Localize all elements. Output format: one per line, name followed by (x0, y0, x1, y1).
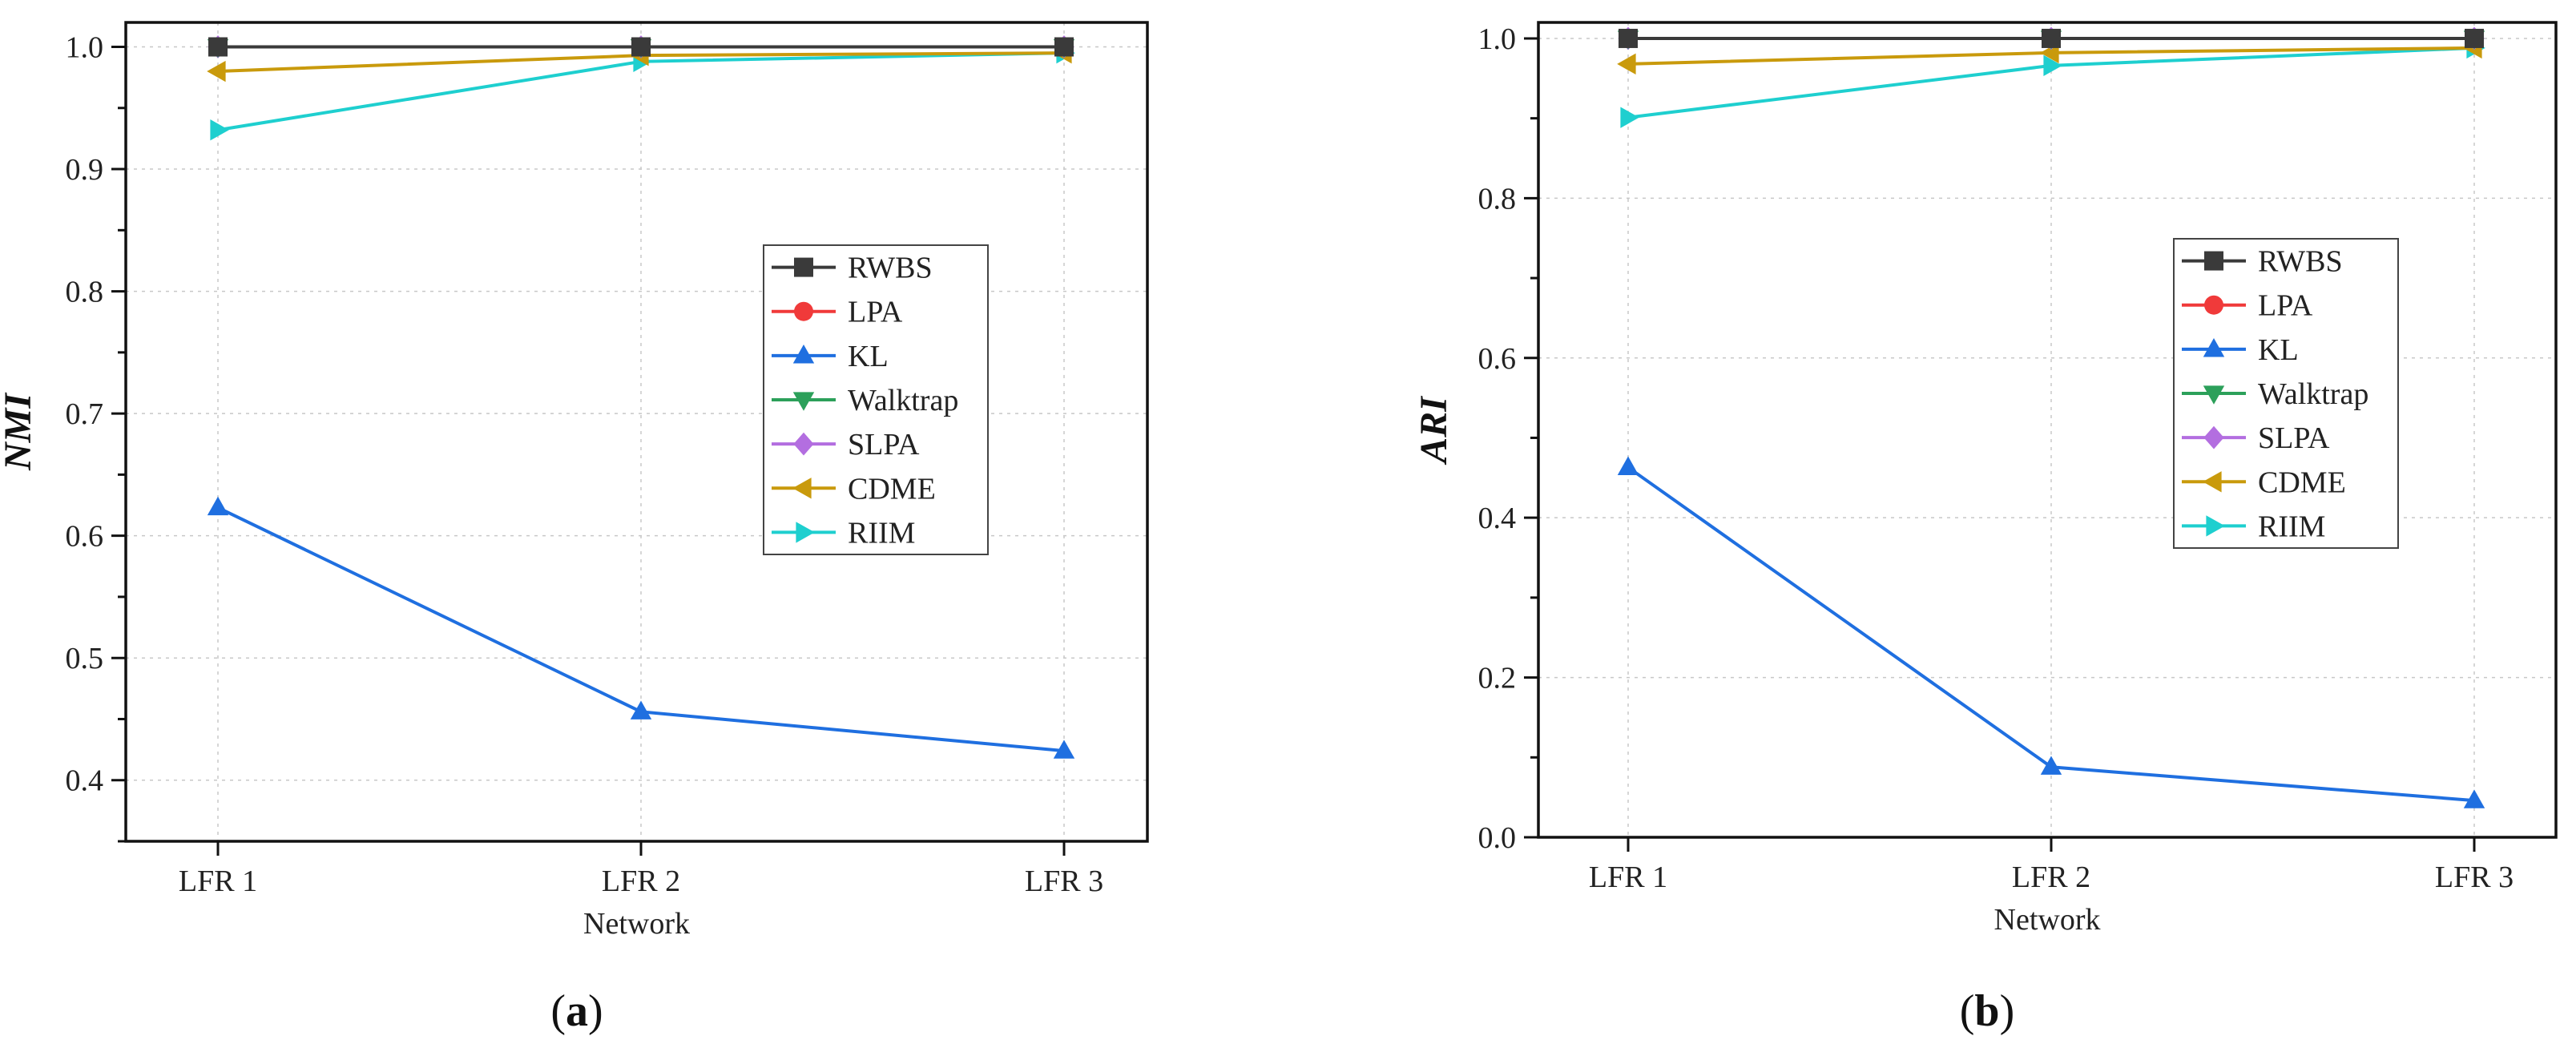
panel-b-point-kl (1617, 456, 1639, 475)
panel-a-legend-marker-rwbs (794, 257, 813, 277)
panel-b-legend-label: LPA (2258, 289, 2313, 323)
panel-b-point-rwbs (1619, 28, 1638, 48)
panel-a-legend-label: SLPA (848, 428, 920, 462)
panel-b-point-rwbs (2042, 28, 2061, 48)
panel-b-legend-label: Walktrap (2258, 377, 2368, 411)
panel-a-legend-label: Walktrap (848, 384, 958, 417)
panel-b-point-rwbs (2465, 28, 2484, 48)
panel-b-point-riim (2043, 54, 2062, 77)
panel-b-legend-marker-cdme (2203, 471, 2222, 493)
panel-b-y-tick-label: 0.4 (1478, 502, 1517, 535)
panel-a-label: (a) (550, 986, 603, 1036)
panel-a-nmi-chart: 0.4 0.5 0.6 0.7 0.8 0.9 1.0 LFR 1 LFR 2 LFR 3 Netw… (0, 21, 1149, 941)
panel-a-legend-label: LPA (848, 296, 903, 329)
panel-b-point-riim (1620, 107, 1639, 128)
panel-a-x-tick-label: LFR 1 (179, 865, 257, 898)
panel-a-legend-marker-walktrap (792, 392, 815, 411)
panel-b-legend-marker-rwbs (2204, 251, 2223, 271)
panel-b-x-axis-title: Network (1994, 903, 2101, 937)
panel-a-y-tick-label: 0.9 (66, 153, 104, 187)
panel-a-plot-frame (124, 21, 1149, 843)
panel-b-legend-marker-riim (2206, 515, 2225, 537)
panel-b-legend-label: CDME (2258, 466, 2346, 499)
panel-b-y-tick-label: 0.8 (1478, 182, 1517, 216)
panel-a-y-tick-label: 1.0 (66, 31, 104, 65)
panel-a-point-riim (210, 119, 229, 141)
panel-a-legend-marker-lpa (794, 301, 813, 321)
panel-a-legend-label: CDME (848, 472, 936, 506)
panel-b-legend-label: RWBS (2258, 245, 2343, 279)
panel-a-legend: RWBS LPA KL Walktrap SLPA CDME RIIM (763, 244, 989, 555)
panel-b-legend-marker-slpa (2203, 425, 2224, 449)
panel-b-point-kl (2463, 789, 2485, 808)
panel-a-point-rwbs (631, 37, 651, 57)
panel-a-legend-label: KL (848, 340, 889, 373)
panel-b-legend-marker-kl (2203, 338, 2225, 357)
panel-b-legend-marker-walktrap (2203, 385, 2225, 405)
panel-a-y-tick-label: 0.5 (66, 642, 104, 675)
panel-a-x-tick-label: LFR 3 (1025, 865, 1103, 898)
panel-a-y-tick-label: 0.7 (66, 397, 104, 431)
panel-b-legend-marker-lpa (2204, 295, 2223, 315)
panel-b-point-kl (2040, 756, 2062, 775)
panel-b-y-tick-label: 0.6 (1478, 342, 1517, 376)
panel-b-plot-frame (1537, 21, 2558, 839)
panel-a-legend-label: RIIM (848, 516, 915, 550)
panel-a-y-axis-title: NMI (0, 392, 39, 471)
panel-a-y-tick-label: 0.6 (66, 520, 104, 554)
panel-a-x-tick-label: LFR 2 (602, 865, 680, 898)
panel-a-legend-marker-kl (792, 345, 815, 364)
panel-b-y-axis-title: ARI (1413, 395, 1455, 466)
panel-b-y-tick-label: 0.2 (1478, 662, 1517, 695)
panel-a-legend-label: RWBS (848, 252, 933, 285)
panel-a-point-cdme (207, 60, 226, 83)
panel-a-legend-marker-cdme (792, 478, 812, 499)
panel-a-legend-marker-slpa (793, 432, 814, 456)
panel-a-y-tick-label: 0.8 (66, 276, 104, 309)
panel-b-x-tick-label: LFR 2 (2012, 861, 2090, 894)
panel-a-x-axis-title: Network (583, 907, 690, 941)
panel-b-point-cdme (1617, 53, 1636, 75)
panel-b-y-tick-label: 0.0 (1478, 821, 1517, 855)
panel-a-point-rwbs (208, 37, 228, 57)
panel-b-legend-label: KL (2258, 333, 2299, 367)
panel-b-label: (b) (1960, 986, 2014, 1036)
panel-a-point-kl (630, 700, 652, 719)
panel-b-x-tick-label: LFR 3 (2435, 861, 2514, 894)
panel-a-point-rwbs (1054, 37, 1074, 57)
panel-b-x-tick-label: LFR 1 (1589, 861, 1667, 894)
panel-a-y-tick-label: 0.4 (66, 764, 104, 798)
panel-b-ari-chart: 0.0 0.2 0.4 0.6 0.8 1.0 LFR 1 LFR 2 LFR 3 Network… (1413, 21, 2558, 937)
panel-a-point-kl (207, 496, 229, 516)
panel-b-legend: RWBS LPA KL Walktrap SLPA CDME RIIM (2173, 238, 2399, 549)
panel-b-legend-label: RIIM (2258, 510, 2325, 543)
panel-b-y-tick-label: 1.0 (1478, 22, 1517, 56)
panel-a-point-kl (1053, 740, 1075, 759)
panel-b-legend-label: SLPA (2258, 421, 2330, 455)
panel-a-legend-marker-riim (796, 522, 815, 543)
